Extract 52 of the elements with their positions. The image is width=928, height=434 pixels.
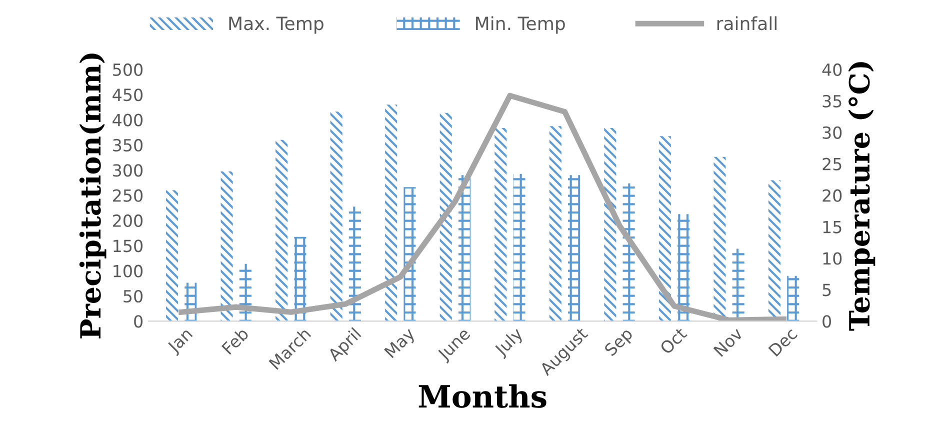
y-axis-title: Precipitation(mm)	[79, 54, 106, 338]
x-axis-title: Months	[418, 384, 546, 408]
bar	[622, 183, 635, 322]
y-tick-label: 100	[114, 264, 143, 278]
y2-tick-label: 25	[822, 158, 842, 170]
y-tick-label: 350	[113, 138, 143, 152]
bar	[348, 206, 361, 322]
bar	[658, 136, 671, 322]
x-tick-label: Sep	[604, 326, 636, 359]
legend-label: Min. Temp	[476, 16, 565, 34]
bar	[458, 175, 471, 322]
bar	[440, 112, 452, 322]
bar	[494, 128, 507, 322]
y2-tick-label: 30	[822, 126, 842, 139]
bar	[513, 174, 526, 322]
bar	[385, 104, 398, 322]
bar	[220, 171, 233, 322]
y-tick-label: 150	[114, 240, 143, 252]
x-tick-label: Oct	[659, 326, 688, 355]
legend-label: rainfall	[717, 16, 776, 30]
y2-tick-label: 5	[822, 284, 831, 296]
y2-tick-label: 15	[823, 220, 842, 234]
bar	[714, 156, 726, 322]
x-tick-label: Jan	[166, 327, 196, 356]
bar	[568, 175, 580, 322]
bar	[404, 187, 416, 322]
y-tick-label: 500	[113, 63, 143, 76]
y2-tick-label: 0	[822, 315, 831, 328]
y2-tick-label: 35	[822, 94, 842, 108]
legend-label: Max. Temp	[229, 16, 324, 34]
y-tick-label: 450	[112, 88, 143, 102]
x-tick-label: Feb	[221, 326, 250, 355]
y-tick-label: 250	[113, 189, 143, 202]
bar	[604, 128, 616, 322]
bar	[166, 190, 178, 322]
y-tick-label: 0	[134, 315, 143, 328]
y-tick-label: 50	[124, 290, 143, 303]
x-tick-label: Dec	[768, 327, 798, 357]
y2-axis-title: Temperature (°C)	[848, 62, 876, 331]
bar	[678, 214, 690, 322]
bar	[330, 112, 342, 322]
y-tick-label: 400	[112, 114, 143, 126]
y-tick-label: 200	[113, 214, 143, 228]
y2-tick-label: 20	[822, 189, 842, 202]
y-tick-label: 300	[113, 164, 143, 177]
x-tick-label: Nov	[713, 326, 744, 357]
y2-tick-label: 10	[823, 252, 842, 265]
bar	[276, 140, 288, 322]
bar	[294, 236, 306, 322]
bar	[549, 126, 562, 322]
y2-tick-label: 40	[822, 63, 842, 76]
bar	[787, 276, 800, 322]
